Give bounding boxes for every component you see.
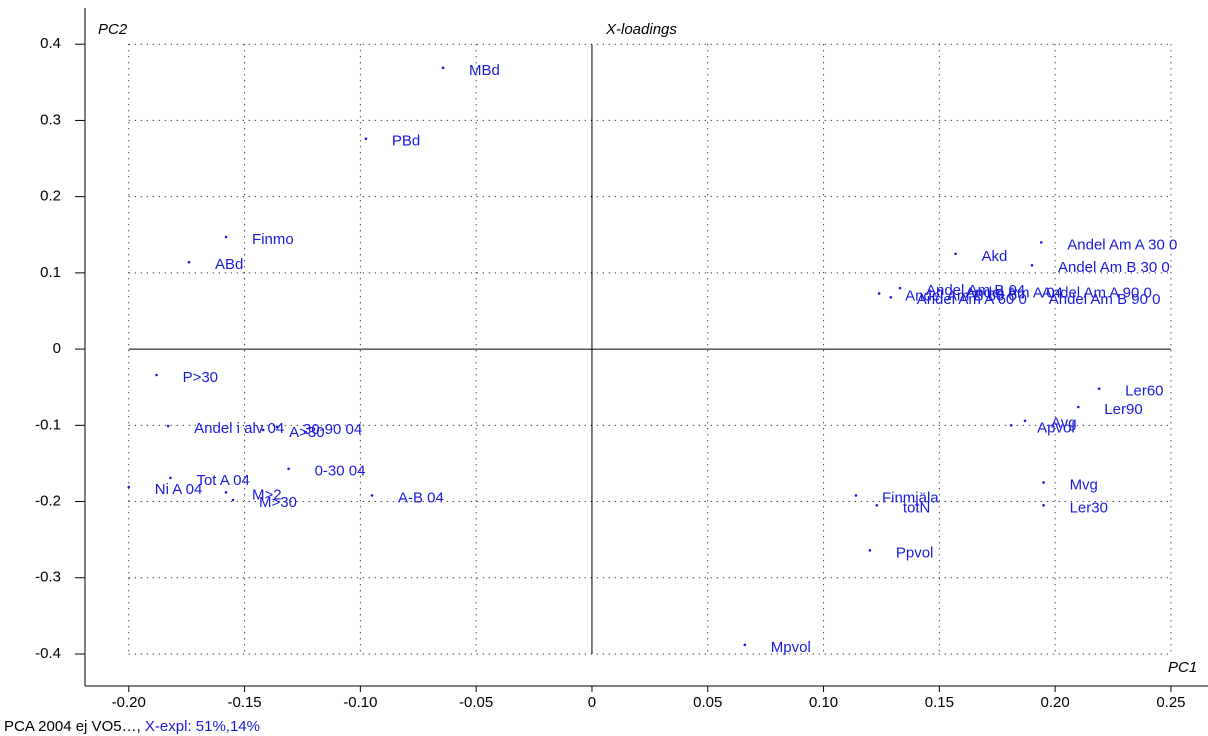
point-label: Andel Am A 90 0 <box>1042 284 1152 301</box>
point-label: Ler30 <box>1070 499 1108 516</box>
point-label: A>30 <box>289 424 324 441</box>
point-label: Andel Am A 30 0 <box>1067 236 1177 253</box>
point-label: Andel Am A 60 0 <box>917 291 1027 308</box>
point-label: Ler60 <box>1125 383 1163 400</box>
x-tick-label: -0.10 <box>343 694 377 711</box>
point-label: ABd <box>215 256 243 273</box>
point <box>1014 289 1018 292</box>
point <box>889 295 893 299</box>
point <box>364 137 368 141</box>
y-tick-label: 0.1 <box>40 264 61 281</box>
point-label: 30-90 04 <box>303 421 362 438</box>
x-tick-label: 0.15 <box>925 694 954 711</box>
point <box>261 428 265 432</box>
point <box>231 498 235 502</box>
point <box>169 476 172 480</box>
y-tick-label: 0.2 <box>40 188 61 205</box>
y-axis-label: PC2 <box>98 21 128 38</box>
point <box>224 491 228 494</box>
point <box>127 485 131 489</box>
footer: PCA 2004 ej VO5…, X-expl: 51%,14% <box>4 718 260 735</box>
point-label: Andel Am B 30 0 <box>1058 259 1170 276</box>
point-label: Andel Am B 04 <box>926 282 1025 299</box>
point-label: Mpvol <box>771 639 811 656</box>
point <box>898 286 902 290</box>
x-tick-label: -0.15 <box>227 694 261 711</box>
point-label: Andel Am B 60 0 <box>905 287 1017 304</box>
point <box>275 425 279 429</box>
x-tick-label: 0.20 <box>1041 694 1070 711</box>
point-label: Akd <box>982 248 1008 265</box>
point <box>166 424 170 428</box>
point <box>370 494 374 497</box>
y-tick-label: -0.1 <box>35 416 61 433</box>
point <box>224 235 228 239</box>
point <box>1039 241 1043 244</box>
point-label: MBd <box>469 62 500 79</box>
point-label: Tot A 04 <box>196 472 249 489</box>
point <box>1042 504 1045 507</box>
point-label: Ppvol <box>896 544 934 561</box>
point <box>1097 387 1101 391</box>
y-tick-label: 0.3 <box>40 111 61 128</box>
point <box>1042 481 1045 484</box>
point-label: M>30 <box>259 494 297 511</box>
point <box>875 504 879 507</box>
point-label: Apvol <box>1037 419 1075 436</box>
point-label: Andel Am A 04 <box>965 284 1063 301</box>
x-tick-label: 0.05 <box>693 694 722 711</box>
point-label: PBd <box>392 133 420 150</box>
point-label: Finmjäla <box>882 489 939 506</box>
point <box>954 252 957 256</box>
point <box>854 494 858 497</box>
point <box>938 289 941 292</box>
y-tick-label: 0.4 <box>40 35 61 52</box>
x-tick-label: -0.20 <box>112 694 146 711</box>
point-label: totN <box>903 499 931 516</box>
point <box>287 467 290 471</box>
point <box>877 292 881 295</box>
footer-note: X-expl: 51%,14% <box>145 718 260 735</box>
point-label: P>30 <box>183 369 218 386</box>
point-label: Andel Am B 90 0 <box>1049 291 1161 308</box>
point-label: A-B 04 <box>398 489 444 506</box>
y-tick-label: -0.3 <box>35 569 61 586</box>
point-label: Avg <box>1051 415 1077 432</box>
point-label: Finmo <box>252 231 294 248</box>
point-label: Mvg <box>1070 476 1098 493</box>
point <box>1021 295 1025 299</box>
point <box>868 549 872 552</box>
point <box>155 373 158 377</box>
x-tick-label: 0.10 <box>809 694 838 711</box>
y-tick-label: 0 <box>53 340 61 357</box>
x-axis-label: PC1 <box>1168 659 1197 676</box>
x-tick-label: 0.25 <box>1156 694 1185 711</box>
point-label: M>2 <box>252 486 282 503</box>
point <box>187 260 191 264</box>
point <box>1030 263 1034 267</box>
y-tick-label: -0.2 <box>35 493 61 510</box>
footer-file: PCA 2004 ej VO5…, <box>4 718 141 735</box>
point <box>743 643 747 647</box>
point-label: Andel i alv 04 <box>194 420 284 437</box>
point <box>1077 405 1080 409</box>
point <box>1009 424 1013 427</box>
point-label: Ni A 04 <box>155 481 203 498</box>
x-tick-label: -0.05 <box>459 694 493 711</box>
point-label: Ler90 <box>1104 401 1142 418</box>
chart-title: X-loadings <box>605 21 677 38</box>
point <box>441 66 445 70</box>
point <box>1023 419 1027 423</box>
x-tick-label: 0 <box>588 694 596 711</box>
y-tick-label: -0.4 <box>35 645 61 662</box>
point-label: 0-30 04 <box>315 463 366 480</box>
